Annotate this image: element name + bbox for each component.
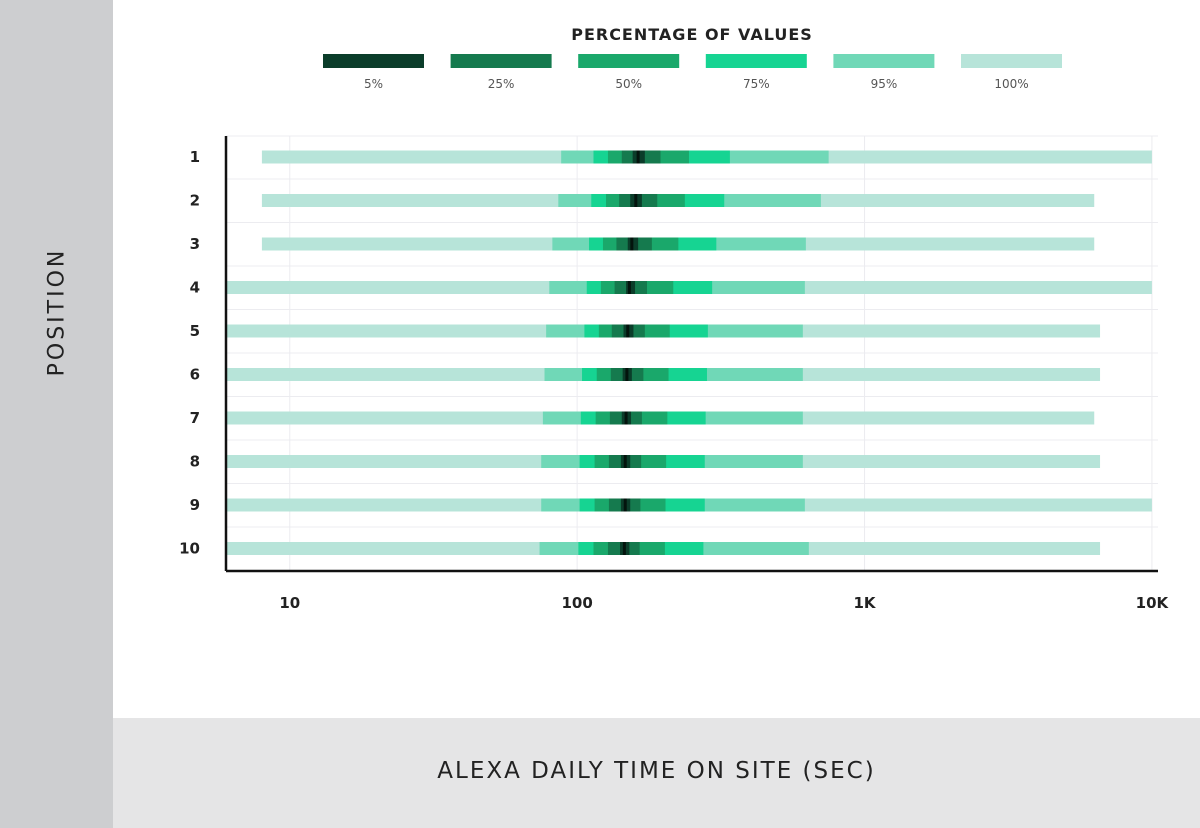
legend-title: PERCENTAGE OF VALUES	[571, 25, 813, 44]
median-marker	[627, 281, 631, 294]
median-marker	[622, 542, 626, 555]
legend-swatch	[578, 54, 680, 68]
x-tick-label: 10	[279, 594, 300, 612]
legend-swatch	[961, 54, 1062, 68]
y-tick-label: 8	[190, 453, 200, 471]
x-tick-label: 1K	[853, 594, 876, 612]
y-tick-label: 9	[190, 496, 200, 514]
legend-swatch	[323, 54, 424, 68]
legend-swatch	[833, 54, 935, 68]
median-marker	[626, 324, 630, 338]
legend-label: 50%	[615, 77, 642, 91]
y-axis-label-panel: POSITION	[0, 0, 113, 828]
bars	[226, 150, 1152, 555]
axes: 1 2 3 4 5 6 7 8 9 10 10 100 1K 10K	[179, 136, 1170, 612]
legend-label: 25%	[488, 77, 515, 91]
median-marker	[630, 237, 634, 251]
legend: 5% 25% 50% 75% 95% 100%	[323, 54, 1062, 91]
legend-swatch	[705, 54, 807, 68]
y-tick-label: 10	[179, 540, 200, 558]
y-tick-label: 5	[190, 322, 200, 340]
y-tick-label: 1	[190, 148, 200, 166]
x-axis-label-panel: ALEXA DAILY TIME ON SITE (SEC)	[113, 718, 1200, 828]
median-marker	[625, 368, 629, 381]
legend-label: 5%	[364, 77, 383, 91]
legend-label: 100%	[994, 77, 1028, 91]
median-marker	[623, 498, 627, 512]
y-tick-label: 3	[190, 235, 200, 253]
legend-swatch	[450, 54, 552, 68]
x-tick-label: 100	[561, 594, 592, 612]
legend-label: 75%	[743, 77, 770, 91]
y-tick-label: 2	[190, 192, 200, 210]
legend-label: 95%	[871, 77, 898, 91]
median-marker	[624, 411, 628, 425]
x-tick-label: 10K	[1136, 594, 1170, 612]
y-tick-label: 6	[190, 366, 200, 384]
median-marker	[636, 150, 640, 164]
median-marker	[634, 194, 638, 207]
y-tick-label: 4	[190, 279, 200, 297]
median-marker	[623, 455, 627, 468]
y-tick-label: 7	[190, 409, 200, 427]
x-axis-title: ALEXA DAILY TIME ON SITE (SEC)	[437, 758, 876, 784]
